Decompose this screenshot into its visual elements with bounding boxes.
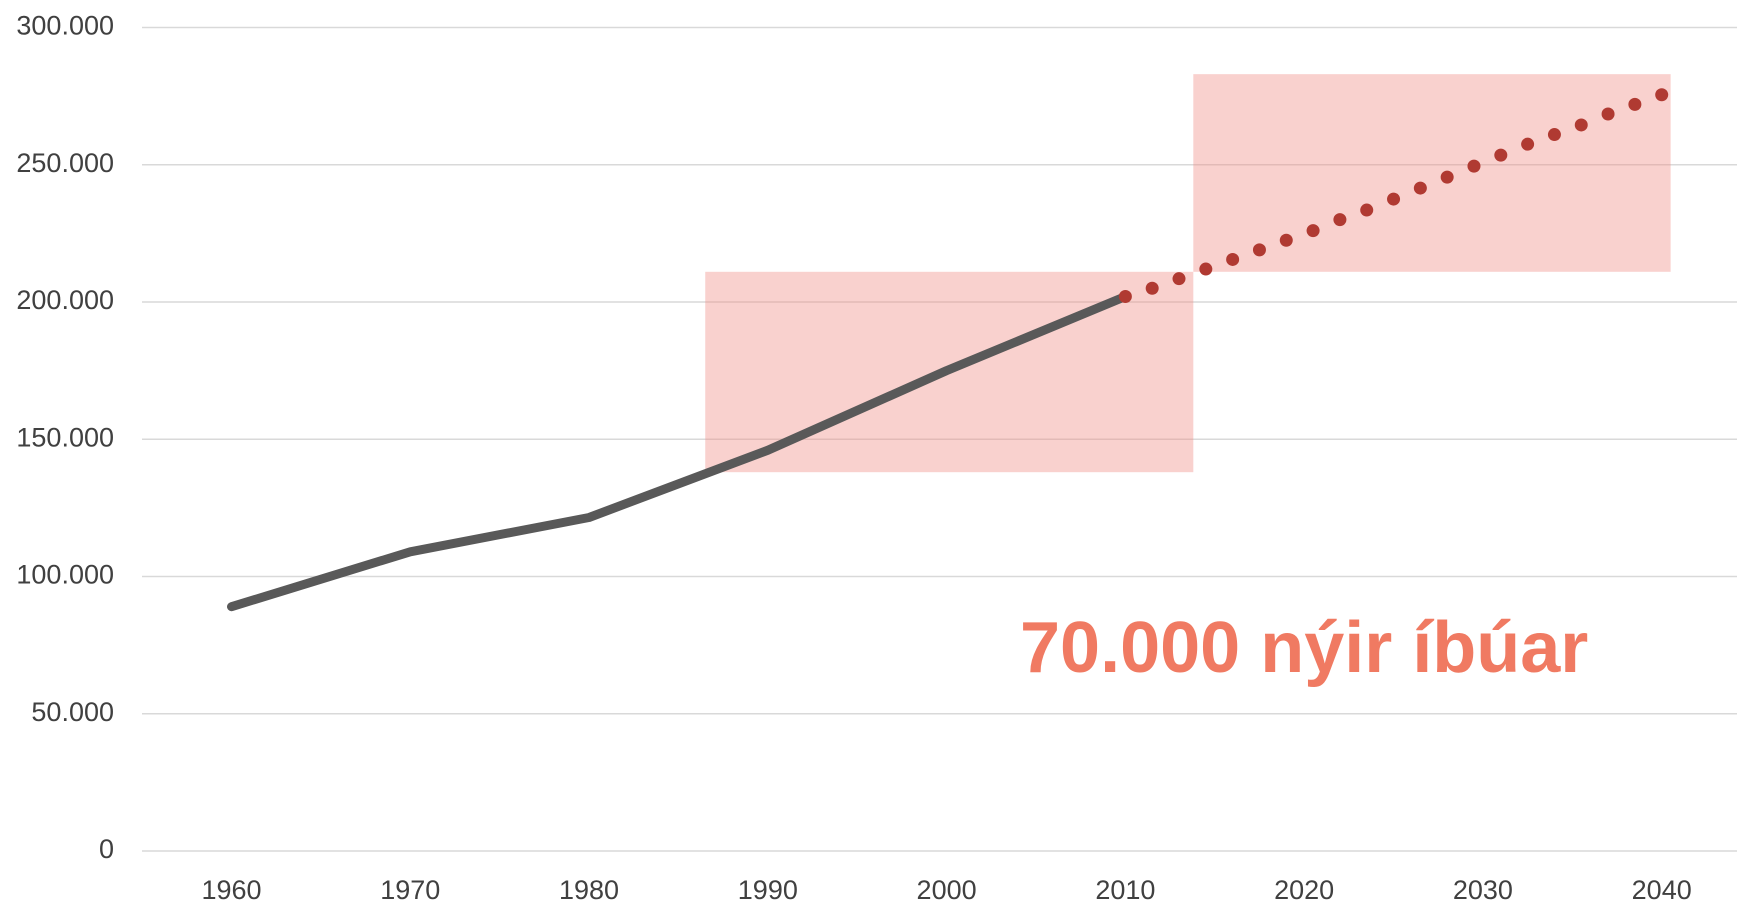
projection-dot xyxy=(1333,213,1347,227)
projection-dot xyxy=(1360,203,1374,217)
x-tick-label: 2040 xyxy=(1632,875,1692,905)
projection-dot xyxy=(1655,88,1669,102)
x-tick-label: 2030 xyxy=(1453,875,1513,905)
annotation: 70.000 nýir íbúar xyxy=(1020,608,1588,688)
projection-dot xyxy=(1521,137,1535,151)
x-tick-label: 1960 xyxy=(201,875,261,905)
y-tick-label: 50.000 xyxy=(31,697,114,727)
projection-dot xyxy=(1574,118,1588,132)
y-tick-label: 200.000 xyxy=(16,285,114,315)
y-tick-label: 300.000 xyxy=(16,11,114,41)
projection-dot xyxy=(1226,252,1240,266)
highlight-box xyxy=(1193,74,1671,272)
x-tick-label: 1980 xyxy=(559,875,619,905)
y-tick-label: 100.000 xyxy=(16,560,114,590)
history-line xyxy=(227,292,1130,612)
projection-dot xyxy=(1145,281,1159,295)
projection-dot xyxy=(1387,192,1401,206)
projection-dot xyxy=(1494,148,1508,162)
projection-dot xyxy=(1413,181,1427,195)
projection-dot xyxy=(1199,262,1213,276)
x-tick-label: 2020 xyxy=(1274,875,1334,905)
x-tick-label: 2010 xyxy=(1095,875,1155,905)
x-tick-label: 1990 xyxy=(738,875,798,905)
projection-dot xyxy=(1118,290,1132,304)
projection-dot xyxy=(1467,159,1481,173)
y-tick-label: 250.000 xyxy=(16,148,114,178)
projection-dot xyxy=(1279,233,1293,247)
projection-dot xyxy=(1306,224,1320,238)
y-tick-label: 0 xyxy=(99,834,114,864)
projection-dot xyxy=(1172,272,1186,286)
projection-dot xyxy=(1547,128,1561,142)
projection-dot xyxy=(1628,97,1642,111)
projection-dot xyxy=(1440,170,1454,184)
y-tick-label: 150.000 xyxy=(16,422,114,452)
x-tick-label: 1970 xyxy=(380,875,440,905)
projection-dot xyxy=(1252,243,1266,257)
projection-dot xyxy=(1601,107,1615,121)
x-tick-label: 2000 xyxy=(917,875,977,905)
